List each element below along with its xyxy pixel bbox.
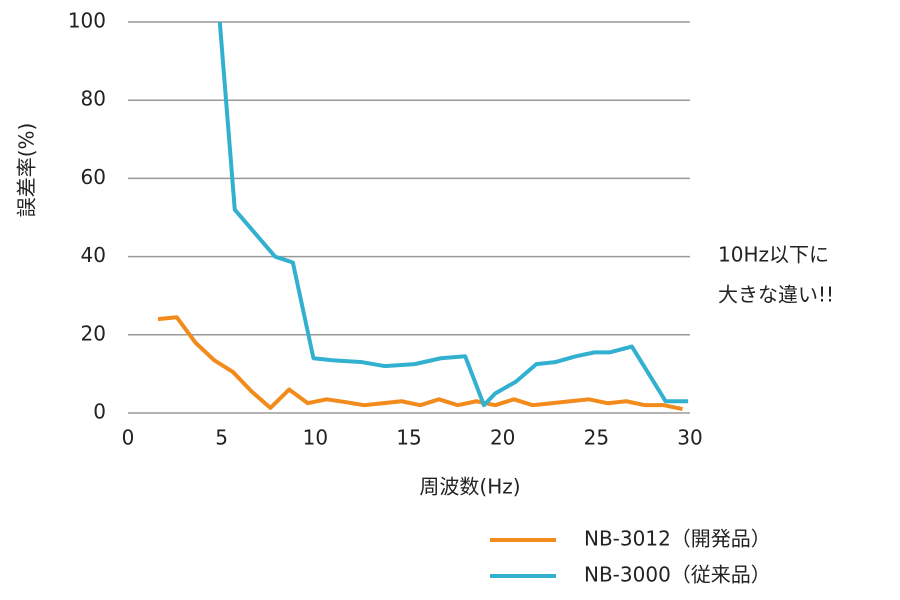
- x-axis-label: 周波数(Hz): [419, 475, 520, 499]
- y-tick-label: 40: [81, 243, 106, 267]
- x-tick-label: 20: [490, 426, 515, 450]
- y-tick-label: 60: [81, 165, 106, 189]
- y-axis-label: 誤差率(%): [15, 123, 39, 218]
- y-tick-label: 20: [81, 321, 106, 345]
- annotation: 10Hz以下に: [718, 243, 829, 267]
- x-tick-label: 30: [677, 426, 702, 450]
- x-tick-label: 10: [303, 426, 328, 450]
- data-line: [217, 21, 689, 408]
- legend-label: NB-3012（開発品）: [584, 527, 771, 551]
- x-tick-label: 25: [584, 426, 609, 450]
- x-tick-label: 5: [215, 426, 228, 450]
- x-tick-label: 0: [122, 426, 135, 450]
- annotation: 大きな違い!!: [718, 283, 834, 307]
- legend-label: NB-3000（従来品）: [584, 563, 771, 587]
- y-tick-label: 80: [81, 87, 106, 111]
- y-tick-label: 100: [68, 9, 106, 33]
- data-line: [157, 315, 683, 412]
- x-tick-label: 15: [396, 426, 421, 450]
- y-tick-label: 0: [93, 400, 106, 424]
